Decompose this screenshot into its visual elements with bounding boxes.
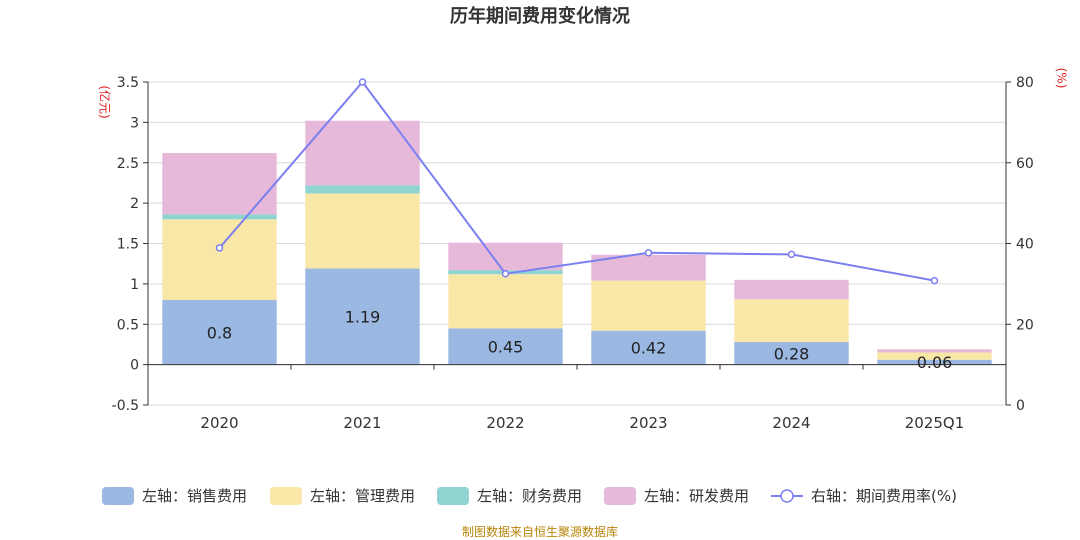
bar-segment-4	[162, 153, 277, 215]
rate-point	[215, 244, 224, 252]
bar-segment-4	[448, 242, 563, 271]
bar-segment-1	[591, 330, 706, 365]
right-axis-tick: 20	[1016, 317, 1034, 333]
bar-segment-2	[591, 280, 706, 331]
left-axis-tick: 1.5	[117, 237, 139, 253]
legend-swatch	[270, 487, 302, 505]
rate-point	[358, 78, 367, 86]
left-axis-tick: 0	[130, 358, 139, 374]
right-axis-tick: 40	[1016, 237, 1034, 253]
left-axis-tick: 2.5	[117, 156, 139, 172]
bar-segment-3	[305, 185, 420, 194]
rate-point	[930, 276, 939, 285]
x-axis-tick: 2022	[486, 414, 524, 432]
x-axis-tick: 2021	[343, 414, 381, 432]
right-axis-tick: 80	[1016, 75, 1034, 91]
rate-line	[218, 80, 935, 282]
legend: 左轴：销售费用 左轴：管理费用 左轴：财务费用 左轴：研发费用 右轴：期间费用率(%)	[102, 487, 957, 505]
bar-segment-4	[877, 349, 992, 353]
bar-data-label: 0.45	[488, 337, 524, 356]
legend-label: 左轴：管理费用	[310, 487, 415, 505]
bar-segment-2	[448, 274, 563, 329]
left-axis-tick: 0.5	[117, 317, 139, 333]
bar-data-label: 0.06	[917, 353, 953, 372]
legend-swatch	[102, 487, 134, 505]
right-axis-tick: 0	[1016, 398, 1025, 414]
bar-segment-2	[305, 193, 420, 269]
legend-label: 左轴：销售费用	[142, 487, 247, 505]
bar-segment-3	[162, 214, 277, 220]
bar-segment-1	[305, 268, 420, 365]
bar-data-label: 0.8	[207, 323, 232, 342]
bar-segment-4	[305, 120, 420, 186]
bar-data-label: 0.28	[774, 344, 810, 363]
bar-segment-4	[734, 279, 849, 300]
legend-label: 右轴：期间费用率(%)	[811, 487, 957, 505]
bar-segment-1	[877, 359, 992, 365]
grid	[148, 81, 1006, 406]
legend-marker	[780, 489, 794, 503]
x-axis-tick: 2025Q1	[905, 414, 965, 432]
bar-segment-2	[162, 219, 277, 301]
right-axis-unit: (%)	[1055, 68, 1069, 89]
bar-segment-1	[162, 300, 277, 365]
rate-point	[787, 250, 796, 259]
legend-swatch	[604, 487, 636, 505]
data-labels: 0.8 1.19 0.45 0.42 0.28 0.06	[207, 308, 953, 373]
legend-swatch	[437, 487, 469, 505]
left-axis-tick: 3.5	[117, 75, 139, 91]
bar-data-label: 0.42	[631, 339, 667, 358]
bar-segment-1	[734, 342, 849, 365]
left-axis-tick: 3	[130, 115, 139, 131]
rate-point	[501, 270, 510, 278]
legend-label: 左轴：研发费用	[644, 487, 749, 505]
right-axis-tick: 60	[1016, 156, 1034, 172]
left-axis-unit: (亿元)	[98, 85, 113, 118]
left-axis-tick: 2	[130, 196, 139, 212]
chart-title: 历年期间费用变化情况	[450, 5, 630, 27]
bar-data-label: 1.19	[345, 308, 381, 327]
bar-segment-1	[448, 328, 563, 365]
rate-point	[644, 249, 653, 257]
source-note: 制图数据来自恒生聚源数据库	[462, 524, 618, 539]
bar-segment-2	[734, 299, 849, 343]
x-axis-tick: 2020	[200, 414, 238, 432]
axes: 3.5 3 2.5 2 1.5 1 0.5 0 -0.5 80 60 40 20 0 2020 2021 202…	[112, 75, 1034, 432]
legend-label: 左轴：财务费用	[477, 487, 582, 505]
x-axis-tick: 2024	[772, 414, 810, 432]
bar-segment-2	[877, 352, 992, 360]
left-axis-tick: 1	[130, 277, 139, 293]
x-axis-tick: 2023	[629, 414, 667, 432]
rate-line-series	[215, 78, 939, 285]
bars	[162, 120, 992, 365]
left-axis-tick: -0.5	[112, 398, 139, 414]
